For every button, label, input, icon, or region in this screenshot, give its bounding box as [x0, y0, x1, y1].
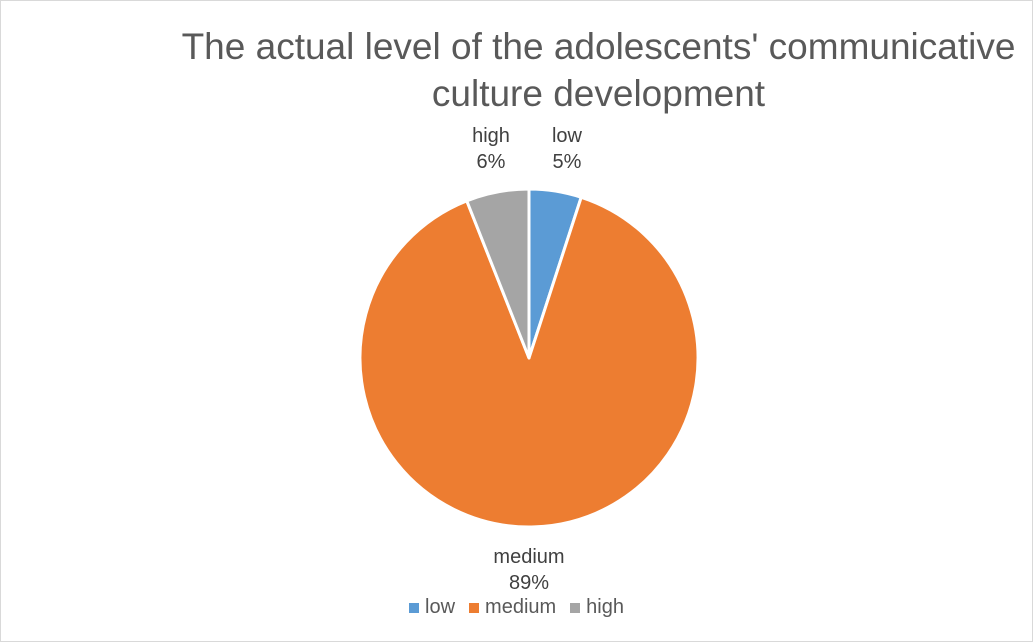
data-label-value-medium: 89% [509, 572, 549, 594]
legend-label-low: low [425, 596, 456, 618]
pie-slices [358, 187, 700, 529]
legend-swatch-high [570, 602, 581, 613]
data-label-low: low 5% [552, 125, 583, 173]
legend-swatch-low [409, 602, 420, 613]
legend-swatch-medium [469, 602, 480, 613]
legend-item-high: high [570, 596, 624, 619]
legend-item-low: low [409, 596, 455, 619]
pie-data-labels: low 5% medium 89% high 6% [472, 125, 582, 594]
data-label-medium: medium 89% [493, 546, 564, 594]
chart-title: The actual level of the adolescents' com… [181, 26, 1016, 114]
data-label-high: high 6% [472, 125, 510, 173]
data-label-value-low: 5% [553, 151, 582, 173]
data-label-category-low: low [552, 125, 583, 147]
pie-slice-medium [358, 195, 700, 529]
data-label-category-high: high [472, 125, 510, 147]
data-label-category-medium: medium [493, 546, 564, 568]
legend-label-medium: medium [485, 596, 557, 618]
legend-item-medium: medium [469, 596, 556, 619]
legend-label-high: high [586, 596, 624, 618]
data-label-value-high: 6% [477, 151, 506, 173]
legend: low medium high [1, 596, 1032, 619]
pie-slice-high [465, 187, 531, 360]
